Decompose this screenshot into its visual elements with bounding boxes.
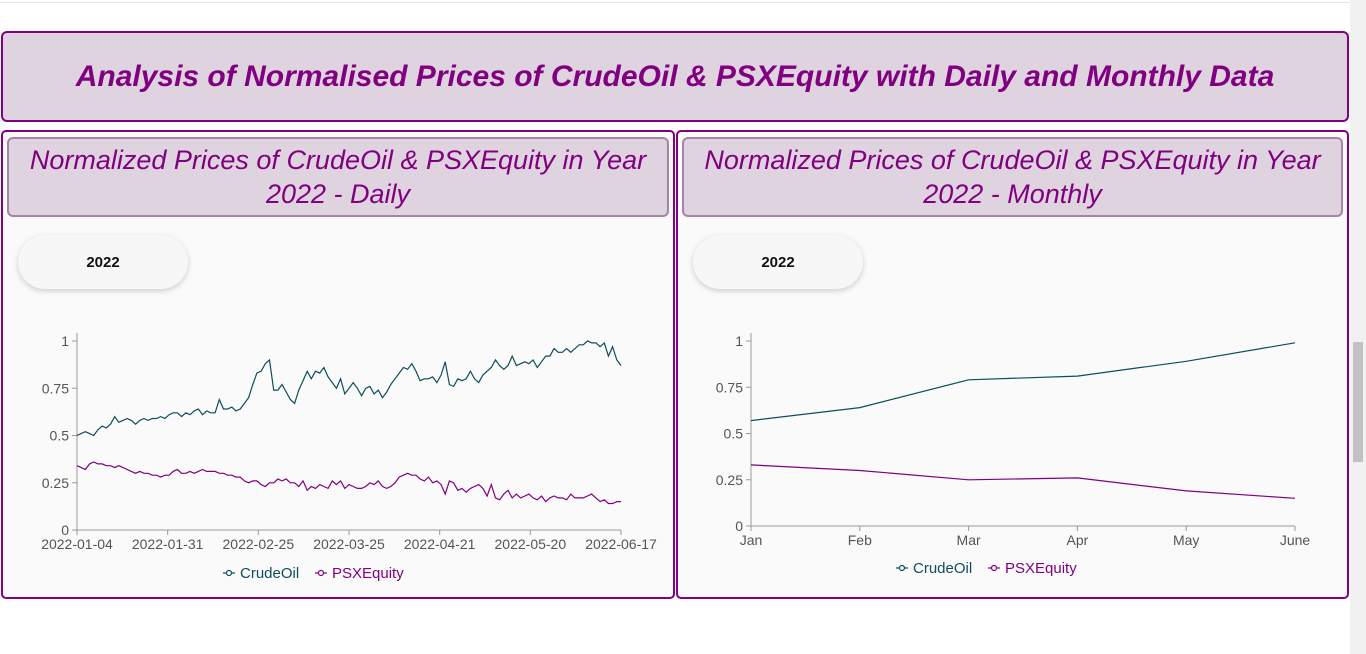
page-scrollbar[interactable] [1350,0,1366,654]
y-tick-label: 0.25 [42,475,69,491]
daily-panel: Normalized Prices of CrudeOil & PSXEquit… [1,130,675,599]
x-tick-label: 2022-02-25 [223,536,295,552]
y-tick-label: 0.25 [716,472,743,488]
y-tick-label: 0 [735,518,743,534]
legend-label-crudeoil: CrudeOil [913,560,972,577]
legend-marker-psxequity [990,564,998,572]
scrollbar-thumb[interactable] [1353,342,1363,462]
series-line-psxequity [750,464,1296,499]
x-tick-label: 2022-01-31 [132,536,204,552]
legend-label-psxequity: PSXEquity [332,565,404,582]
y-tick-label: 0 [61,522,69,538]
x-tick-label: 2022-05-20 [495,536,567,552]
legend-marker-crudeoil [225,569,233,577]
monthly-panel: Normalized Prices of CrudeOil & PSXEquit… [676,130,1349,599]
series-line-crudeoil [750,342,1296,422]
daily-year-selector[interactable]: 2022 [18,235,188,289]
x-tick-label: 2022-06-17 [585,536,657,552]
y-tick-label: 0.75 [42,380,69,396]
y-tick-label: 0.75 [716,379,743,395]
y-tick-label: 0.5 [50,428,70,444]
y-tick-label: 1 [735,333,743,349]
monthly-line-chart: 0 0.25 0.5 0.75 1 Jan Feb Mar Apr May June CrudeOil… [716,333,1311,577]
legend-label-crudeoil: CrudeOil [240,565,299,582]
x-tick-label: Mar [957,532,981,548]
legend-marker-crudeoil [898,564,906,572]
monthly-chart-title: Normalized Prices of CrudeOil & PSXEquit… [682,137,1343,217]
y-tick-label: 1 [61,333,69,349]
daily-line-chart: 0 0.25 0.5 0.75 1 2022-01-04 2022-01-31 2022-02… [41,333,657,582]
page-title: Analysis of Normalised Prices of CrudeOi… [1,31,1349,122]
monthly-year-selector[interactable]: 2022 [693,235,863,289]
daily-chart-title: Normalized Prices of CrudeOil & PSXEquit… [7,137,669,217]
y-tick-label: 0.5 [724,426,744,442]
x-tick-label: June [1280,532,1311,548]
x-tick-label: May [1173,532,1199,548]
x-tick-label: Feb [848,532,872,548]
legend-marker-psxequity [317,569,325,577]
x-tick-label: 2022-04-21 [404,536,476,552]
series-line-crudeoil [76,340,622,437]
x-tick-label: Jan [740,532,763,548]
legend-label-psxequity: PSXEquity [1005,560,1077,577]
series-line-psxequity [76,461,621,505]
x-tick-label: Apr [1067,532,1089,548]
x-tick-label: 2022-01-04 [41,536,113,552]
top-border-line [0,2,1350,3]
x-tick-label: 2022-03-25 [313,536,385,552]
